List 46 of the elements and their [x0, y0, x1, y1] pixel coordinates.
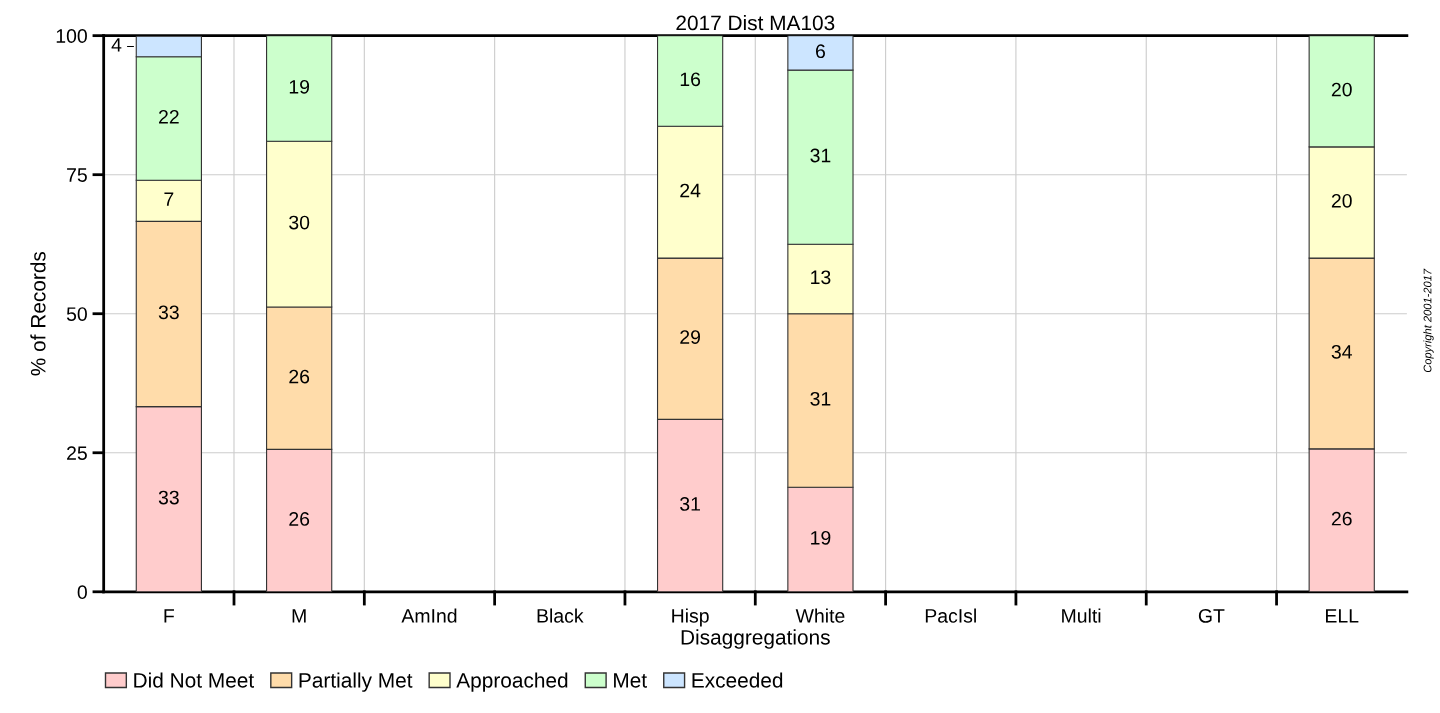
data-label: 26 — [289, 512, 310, 526]
data-label: 31 — [680, 497, 700, 511]
chart-title: 2017 Dist MA103 — [676, 15, 835, 31]
data-label: 34 — [1331, 344, 1352, 359]
data-label: 7 — [164, 192, 174, 206]
data-label: 19 — [811, 530, 831, 545]
x-tick-label: Multi — [1062, 608, 1101, 623]
x-tick-label: Hisp — [672, 608, 709, 627]
x-tick-label: PacIsl — [925, 608, 976, 623]
data-label: 6 — [816, 44, 825, 59]
data-label: 20 — [1331, 82, 1352, 97]
data-label: 33 — [158, 490, 179, 505]
x-tick-label: GT — [1198, 608, 1225, 623]
legend-label: Partially Met — [299, 672, 413, 692]
y-tick-label: 75 — [67, 168, 87, 182]
x-tick-label: White — [795, 608, 845, 623]
data-label: 31 — [810, 148, 831, 163]
legend-label: Met — [614, 673, 647, 688]
x-tick-label: ELL — [1326, 609, 1359, 623]
data-label: 20 — [1331, 193, 1352, 208]
text: Copyright 2001-2017 — [1423, 268, 1434, 373]
legend-label: Did Not Meet — [134, 672, 254, 688]
data-label: 13 — [811, 270, 831, 285]
x-tick-label: AmInd — [401, 608, 457, 623]
y-tick-label: 0 — [77, 585, 87, 600]
data-label: 16 — [680, 72, 701, 87]
data-label: 4 — [111, 38, 122, 52]
x-axis-title: Disaggregations — [681, 629, 830, 649]
data-label: 31 — [810, 391, 831, 406]
data-label: 30 — [289, 215, 310, 230]
y-tick-label: 25 — [67, 446, 87, 460]
data-label: 24 — [680, 183, 701, 198]
legend-label: Approached — [456, 672, 568, 692]
data-label: 22 — [159, 109, 179, 124]
y-tick-label: 100 — [56, 29, 87, 43]
data-label: 26 — [289, 369, 310, 384]
y-tick-label: 50 — [66, 307, 87, 321]
data-label: 33 — [158, 305, 179, 320]
legend-label: Exceeded — [692, 672, 783, 688]
x-tick-label: M — [292, 609, 306, 623]
x-tick-label: F — [164, 609, 174, 623]
y-axis-title: % of Records — [30, 251, 46, 376]
x-tick-label: Black — [537, 608, 584, 623]
data-label: 29 — [680, 330, 701, 344]
data-label: 19 — [289, 79, 310, 94]
data-label: 26 — [1331, 511, 1352, 526]
